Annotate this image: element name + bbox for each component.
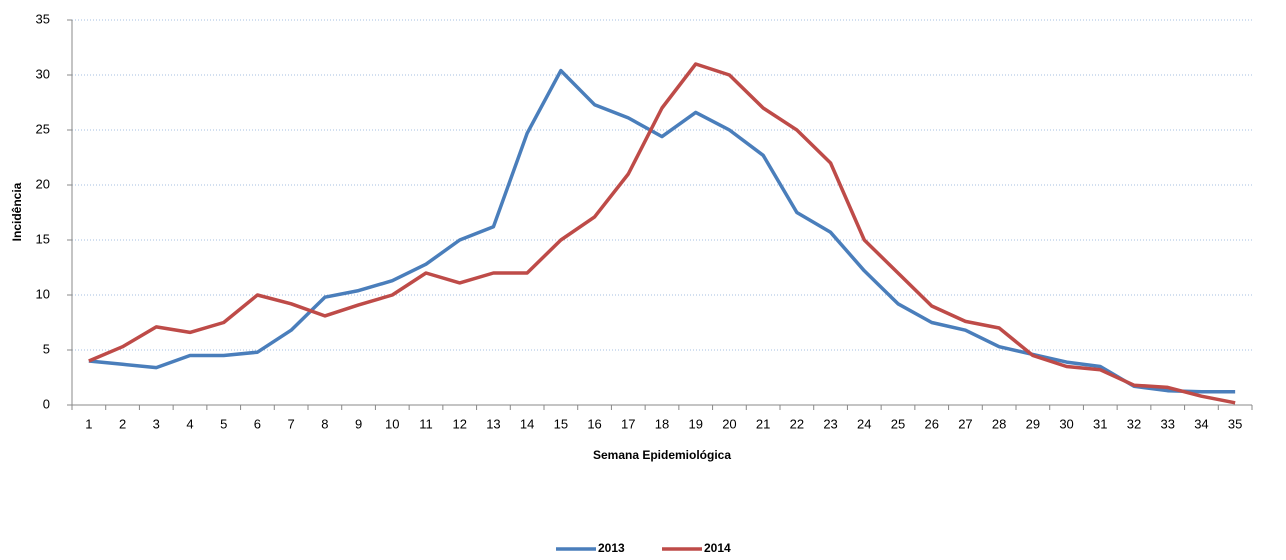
x-tick-label: 5 xyxy=(220,416,227,431)
x-tick-label: 32 xyxy=(1127,416,1141,431)
x-tick-label: 25 xyxy=(891,416,905,431)
x-tick-label: 26 xyxy=(924,416,938,431)
y-tick-label: 35 xyxy=(36,11,50,26)
y-axis-label: Incidência xyxy=(10,182,24,241)
x-tick-label: 14 xyxy=(520,416,534,431)
x-tick-label: 13 xyxy=(486,416,500,431)
y-tick-label: 20 xyxy=(36,176,50,191)
x-tick-label: 12 xyxy=(452,416,466,431)
x-tick-label: 11 xyxy=(419,416,433,431)
legend-label: 2014 xyxy=(704,541,731,555)
x-axis-label: Semana Epidemiológica xyxy=(593,448,731,462)
line-series xyxy=(88,62,1236,405)
x-tick-label: 27 xyxy=(958,416,972,431)
x-tick-label: 29 xyxy=(1026,416,1040,431)
x-tick-label: 8 xyxy=(321,416,328,431)
y-tick-label: 30 xyxy=(36,66,50,81)
x-tick-label: 20 xyxy=(722,416,736,431)
x-tick-label: 6 xyxy=(254,416,261,431)
y-tick-label: 25 xyxy=(36,121,50,136)
x-tick-label: 24 xyxy=(857,416,871,431)
x-tick-label: 33 xyxy=(1160,416,1174,431)
x-tick-label: 15 xyxy=(554,416,568,431)
x-tick-label: 16 xyxy=(587,416,601,431)
x-tick-label: 10 xyxy=(385,416,399,431)
x-tick-label: 19 xyxy=(688,416,702,431)
x-tick-label: 17 xyxy=(621,416,635,431)
x-tick-label: 4 xyxy=(186,416,193,431)
y-tick-label: 0 xyxy=(43,396,50,411)
x-tick-label: 7 xyxy=(288,416,295,431)
x-tick-label: 1 xyxy=(85,416,92,431)
legend-label: 2013 xyxy=(598,541,625,555)
x-tick-label: 30 xyxy=(1059,416,1073,431)
y-tick-label: 10 xyxy=(36,286,50,301)
y-tick-label: 15 xyxy=(36,231,50,246)
x-tick-label: 23 xyxy=(823,416,837,431)
x-tick-label: 18 xyxy=(655,416,669,431)
x-tick-label: 9 xyxy=(355,416,362,431)
x-tick-label: 28 xyxy=(992,416,1006,431)
x-tick-label: 2 xyxy=(119,416,126,431)
x-tick-label: 3 xyxy=(153,416,160,431)
x-tick-label: 31 xyxy=(1093,416,1107,431)
x-tick-label: 35 xyxy=(1228,416,1242,431)
line-series xyxy=(88,68,1236,394)
x-tick-label: 34 xyxy=(1194,416,1208,431)
x-tick-label: 21 xyxy=(756,416,770,431)
y-tick-label: 5 xyxy=(43,341,50,356)
x-tick-label: 22 xyxy=(790,416,804,431)
